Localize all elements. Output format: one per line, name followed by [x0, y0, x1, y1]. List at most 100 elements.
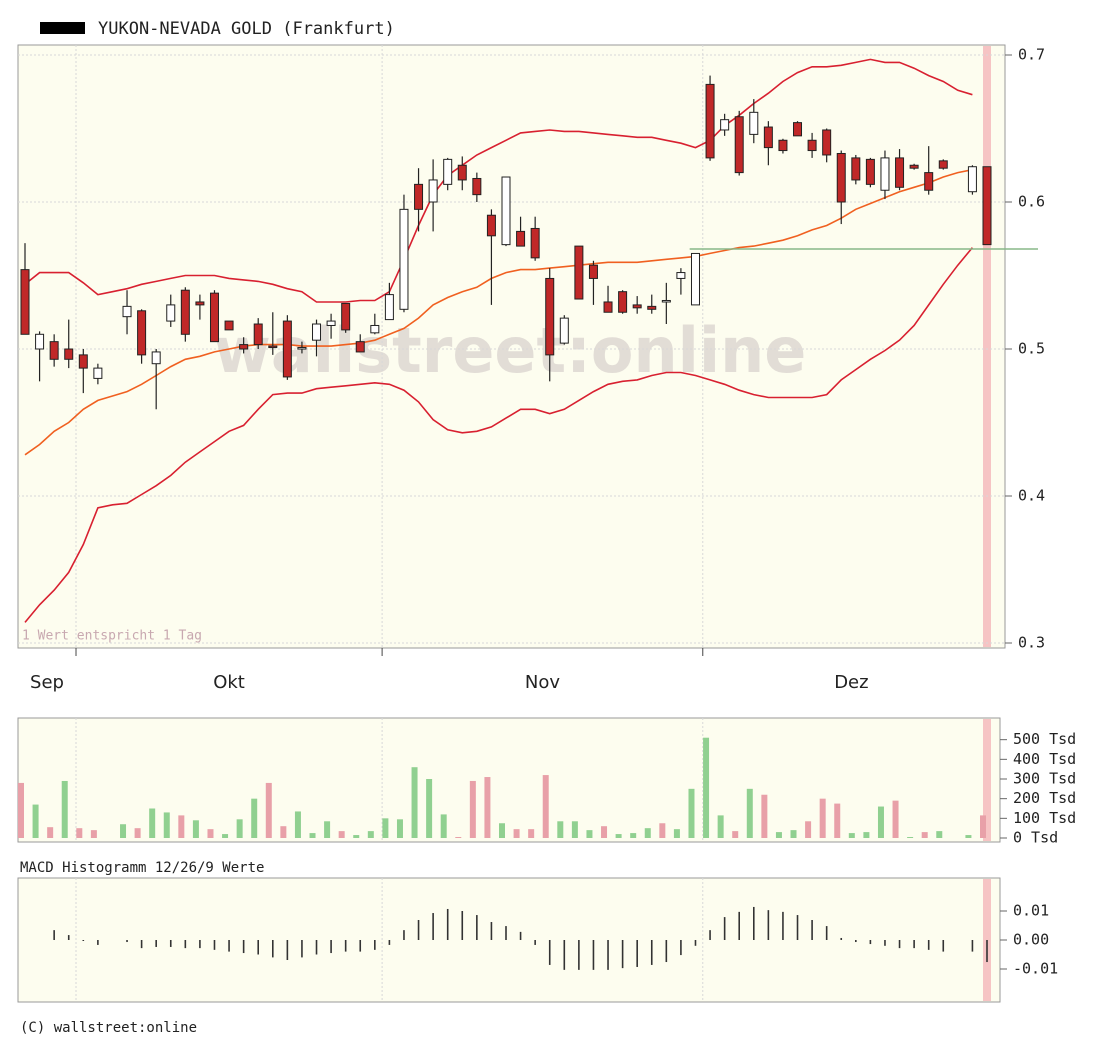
- volume-bar: [921, 832, 928, 838]
- candle-body: [384, 294, 394, 321]
- candle-body: [399, 208, 409, 310]
- candle-body: [341, 302, 351, 331]
- y-tick-label: -0.01: [1013, 960, 1058, 978]
- volume-bar: [907, 837, 914, 838]
- volume-bar: [586, 830, 593, 838]
- volume-bar: [557, 821, 564, 838]
- candle-body: [865, 158, 875, 185]
- volume-bar: [469, 780, 476, 838]
- volume-bar: [571, 821, 578, 838]
- candle-body: [909, 164, 919, 169]
- volume-bar: [32, 804, 39, 838]
- candle-body: [355, 341, 365, 353]
- candle-body: [516, 230, 526, 247]
- candle-body: [880, 157, 890, 191]
- volume-bar: [134, 828, 141, 838]
- volume-bar: [324, 821, 331, 838]
- candle-body: [137, 310, 147, 356]
- volume-bar: [630, 833, 637, 838]
- volume-bar: [61, 780, 68, 838]
- volume-bar: [805, 821, 812, 838]
- y-tick-label: 300 Tsd: [1013, 770, 1076, 788]
- volume-bar: [819, 798, 826, 838]
- candle-body: [924, 172, 934, 191]
- candle-body: [180, 289, 190, 335]
- y-tick-label: 0 Tsd: [1013, 829, 1058, 847]
- volume-bar: [47, 827, 54, 838]
- volume-bar: [746, 788, 753, 838]
- volume-bar: [192, 820, 199, 838]
- candle-body: [49, 341, 59, 360]
- volume-bar: [309, 833, 316, 838]
- month-label: Dez: [834, 672, 868, 693]
- candle-body: [734, 116, 744, 174]
- y-tick-label: 200 Tsd: [1013, 789, 1076, 807]
- candle-body: [749, 111, 759, 135]
- candle-body: [166, 304, 176, 322]
- volume-bar: [761, 794, 768, 838]
- candle-body: [209, 292, 219, 343]
- band-line: [24, 247, 974, 623]
- volume-bar: [455, 837, 462, 838]
- volume-bar: [149, 808, 156, 838]
- volume-bar: [615, 834, 622, 838]
- current-day-band: [983, 46, 991, 647]
- volume-bar: [703, 737, 710, 838]
- volume-bar: [732, 831, 739, 838]
- candle-body: [93, 367, 103, 379]
- y-tick-label: 0.01: [1013, 902, 1049, 920]
- candle-body: [122, 305, 132, 318]
- candle-body: [151, 351, 161, 365]
- y-tick-label: 0.6: [1018, 193, 1045, 211]
- candle-body: [312, 323, 322, 341]
- candle-body: [326, 320, 336, 326]
- candle-body: [807, 139, 817, 152]
- volume-bar: [775, 832, 782, 838]
- candle-body: [501, 176, 511, 246]
- candle-body: [690, 252, 700, 306]
- volume-bar: [367, 831, 374, 838]
- volume-bar: [294, 811, 301, 838]
- price-panel: [17, 44, 1006, 649]
- band-line: [24, 168, 973, 456]
- volume-bar: [936, 831, 943, 838]
- volume-bar: [717, 815, 724, 838]
- volume-bar: [382, 818, 389, 838]
- candle-body: [239, 344, 249, 350]
- volume-bar: [426, 779, 433, 838]
- volume-bar: [499, 823, 505, 838]
- volume-bar: [484, 777, 491, 838]
- candle-body: [676, 272, 686, 279]
- candle-body: [647, 305, 657, 310]
- y-tick-label: 400 Tsd: [1013, 750, 1076, 768]
- candle-body: [574, 245, 584, 300]
- volume-bar: [222, 834, 229, 838]
- volume-bar: [18, 782, 24, 838]
- month-label: Nov: [525, 672, 560, 693]
- candle-body: [982, 166, 992, 246]
- candle-body: [64, 348, 74, 360]
- candle-body: [967, 166, 977, 193]
- candle-body: [443, 158, 453, 185]
- candle-body: [457, 164, 467, 181]
- candle-body: [78, 354, 88, 369]
- volume-bar: [207, 829, 214, 838]
- candle-body: [778, 139, 788, 152]
- volume-bar: [688, 788, 695, 838]
- volume-bar: [601, 826, 608, 838]
- candle-body: [195, 301, 205, 306]
- volume-bar: [673, 829, 680, 838]
- band-line: [24, 58, 973, 303]
- volume-bar: [542, 775, 549, 838]
- volume-bar: [178, 815, 185, 838]
- candle-body: [530, 227, 540, 259]
- volume-bar: [440, 814, 447, 838]
- candle-body: [486, 214, 496, 237]
- candle-body: [282, 320, 292, 378]
- candle-body: [472, 177, 482, 196]
- volume-bar: [863, 832, 870, 838]
- candle-body: [268, 345, 278, 349]
- candle-body: [895, 157, 905, 188]
- volume-bar: [965, 835, 972, 838]
